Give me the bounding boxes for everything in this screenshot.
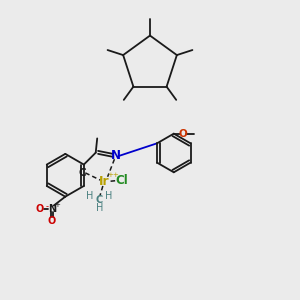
Text: H: H: [96, 203, 103, 213]
Text: ++: ++: [108, 172, 119, 178]
Text: -: -: [45, 202, 48, 211]
Text: N: N: [111, 149, 121, 162]
Text: N: N: [48, 204, 56, 214]
Text: C: C: [79, 168, 86, 178]
Text: Ir: Ir: [99, 175, 110, 188]
Text: H: H: [104, 191, 112, 201]
Text: C: C: [96, 195, 103, 205]
Text: O: O: [48, 216, 56, 226]
Text: O: O: [178, 129, 187, 139]
Text: +: +: [54, 202, 60, 208]
Text: Cl: Cl: [116, 174, 128, 187]
Text: O: O: [35, 204, 44, 214]
Text: H: H: [86, 191, 94, 201]
